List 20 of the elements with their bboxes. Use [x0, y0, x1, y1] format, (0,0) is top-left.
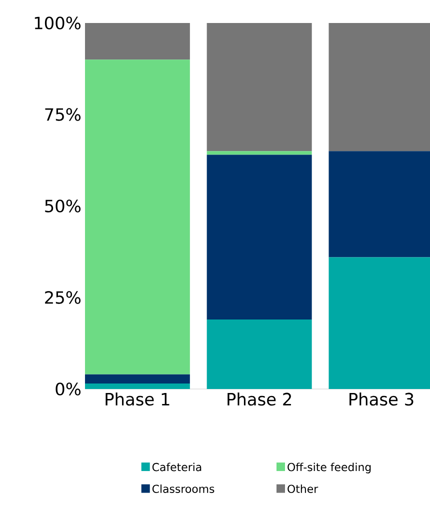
legend-label: Off-site feeding	[288, 462, 371, 474]
legend-label: Cafeteria	[152, 462, 202, 472]
legend-label: Classrooms	[152, 484, 214, 493]
bar	[206, 319, 312, 390]
legend-label: Other	[288, 484, 318, 493]
x-tick-label: Phase 2	[228, 392, 291, 406]
y-tick-label: 50%	[45, 200, 81, 212]
y-tick-label: 25%	[45, 291, 81, 304]
x-tick-label: Phase 3	[350, 392, 414, 406]
bar	[206, 22, 312, 152]
bar	[85, 60, 190, 374]
bar	[206, 151, 312, 155]
bar	[206, 154, 312, 320]
x-tick-label: Phase 1	[106, 392, 170, 406]
bar	[85, 384, 190, 390]
y-tick-label: 100%	[34, 16, 81, 30]
y-tick-label: 75%	[45, 108, 81, 121]
bar	[85, 374, 190, 384]
y-tick-label: 0%	[56, 382, 81, 396]
bar	[85, 22, 190, 60]
